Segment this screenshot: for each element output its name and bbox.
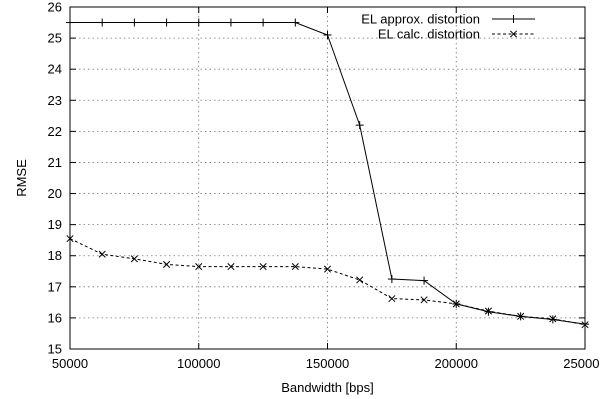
data-point bbox=[484, 307, 492, 315]
x-tick-label: 200000 bbox=[435, 356, 478, 371]
data-point bbox=[259, 263, 267, 271]
y-axis-label: RMSE bbox=[14, 159, 29, 197]
legend-marker bbox=[509, 15, 518, 23]
data-point bbox=[98, 250, 106, 258]
y-tick-label: 18 bbox=[48, 248, 62, 263]
data-point bbox=[291, 263, 299, 271]
y-tick-label: 25 bbox=[48, 31, 62, 46]
data-point bbox=[356, 276, 364, 284]
y-tick-label: 20 bbox=[48, 186, 62, 201]
data-point bbox=[388, 295, 396, 303]
y-tick-label: 19 bbox=[48, 217, 62, 232]
y-tick-label: 23 bbox=[48, 93, 62, 108]
data-point bbox=[387, 275, 396, 284]
y-tick-label: 16 bbox=[48, 310, 62, 325]
x-axis-label: Bandwidth [bps] bbox=[281, 380, 374, 395]
data-point bbox=[227, 263, 235, 271]
y-tick-label: 22 bbox=[48, 124, 62, 139]
series-2 bbox=[66, 235, 589, 329]
x-tick-label: 100000 bbox=[177, 356, 220, 371]
legend-label: EL approx. distortion bbox=[361, 12, 480, 27]
data-point bbox=[259, 18, 268, 27]
data-point bbox=[323, 30, 332, 39]
y-tick-label: 26 bbox=[48, 0, 62, 15]
x-tick-label: 250000 bbox=[563, 356, 600, 371]
series-line bbox=[69, 238, 586, 326]
data-point bbox=[194, 18, 203, 27]
data-point bbox=[323, 265, 332, 273]
series-layer bbox=[66, 18, 589, 329]
x-tick-label: 50000 bbox=[52, 356, 88, 371]
series-line bbox=[70, 22, 586, 325]
legend-label: EL calc. distortion bbox=[378, 27, 480, 42]
axis-ticks: 15 16 17 18 19 20 21 22 23 24 25 26 50000 100000 15000… bbox=[48, 0, 600, 371]
y-tick-label: 21 bbox=[48, 155, 62, 170]
data-point bbox=[291, 18, 300, 27]
data-point bbox=[549, 315, 557, 323]
x-tick-label: 150000 bbox=[306, 356, 349, 371]
legend-marker bbox=[509, 30, 518, 38]
data-point bbox=[355, 121, 364, 130]
y-tick-label: 24 bbox=[48, 62, 62, 77]
y-tick-label: 17 bbox=[48, 279, 62, 294]
data-point bbox=[162, 18, 171, 27]
y-tick-label: 15 bbox=[48, 342, 62, 357]
plot-frame bbox=[69, 6, 586, 350]
data-point bbox=[452, 300, 460, 308]
data-point bbox=[163, 260, 171, 268]
data-point bbox=[98, 18, 107, 27]
data-point bbox=[130, 18, 139, 27]
data-point bbox=[420, 276, 429, 285]
data-point bbox=[226, 18, 235, 27]
data-point bbox=[517, 312, 525, 320]
grid-lines bbox=[70, 7, 585, 349]
data-point bbox=[130, 255, 138, 263]
data-point bbox=[195, 263, 203, 271]
data-point bbox=[420, 296, 428, 304]
